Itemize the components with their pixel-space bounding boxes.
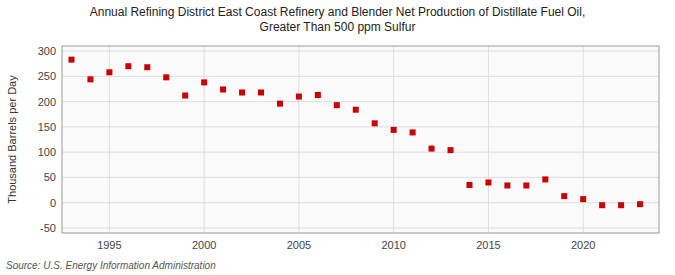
point: [277, 101, 283, 107]
point: [68, 57, 74, 63]
y-tick-label: 300: [38, 45, 56, 57]
y-tick-label: 250: [38, 70, 56, 82]
point: [448, 147, 454, 153]
x-grid-line: [488, 46, 489, 233]
plot-area: [62, 46, 659, 233]
y-grid-line: [62, 126, 659, 127]
point: [561, 193, 567, 199]
point: [201, 79, 207, 85]
point: [353, 107, 359, 113]
point: [410, 129, 416, 135]
point: [523, 182, 529, 188]
point: [637, 201, 643, 207]
point: [106, 69, 112, 75]
y-grid-line: [62, 227, 659, 228]
point: [239, 89, 245, 95]
point: [296, 94, 302, 100]
x-grid-line: [583, 46, 584, 233]
point: [125, 63, 131, 69]
y-grid-line: [62, 202, 659, 203]
point: [334, 102, 340, 108]
point: [466, 182, 472, 188]
y-tick-label: -50: [40, 222, 56, 234]
point: [258, 89, 264, 95]
point: [485, 179, 491, 185]
point: [580, 196, 586, 202]
x-tick-label: 2015: [476, 239, 500, 251]
point: [429, 146, 435, 152]
y-tick-label: 0: [50, 197, 56, 209]
point: [504, 182, 510, 188]
point: [542, 176, 548, 182]
x-grid-line: [204, 46, 205, 233]
y-axis-label: Thousand Barrels per Day: [6, 75, 18, 204]
point: [163, 74, 169, 80]
plot-frame: [62, 46, 659, 233]
x-tick-label: 2000: [192, 239, 216, 251]
point: [144, 64, 150, 70]
y-grid-line: [62, 101, 659, 102]
y-grid-line: [62, 51, 659, 52]
y-grid-line: [62, 152, 659, 153]
x-tick-label: 1995: [97, 239, 121, 251]
point: [87, 76, 93, 82]
x-grid-line: [393, 46, 394, 233]
point: [220, 86, 226, 92]
x-tick-label: 2010: [381, 239, 405, 251]
point: [182, 93, 188, 99]
title: Annual Refining District East Coast Refi…: [90, 5, 586, 34]
y-tick-label: 200: [38, 96, 56, 108]
point: [372, 120, 378, 126]
y-grid-line: [62, 76, 659, 77]
y-tick-label: 150: [38, 121, 56, 133]
point: [391, 127, 397, 133]
y-tick-label: 50: [44, 171, 56, 183]
x-grid-line: [298, 46, 299, 233]
source-note: Source: U.S. Energy Information Administ…: [6, 260, 216, 271]
points: [68, 57, 643, 209]
x-tick-label: 2005: [287, 239, 311, 251]
point: [618, 202, 624, 208]
grid: [62, 46, 659, 233]
y-grid-line: [62, 177, 659, 178]
y-tick-label: 100: [38, 146, 56, 158]
chart: -50 0 50 100 150 200 250 300 1995 2000 2005 2010 201…: [0, 0, 675, 275]
point: [315, 92, 321, 98]
x-tick-label: 2020: [571, 239, 595, 251]
point: [599, 202, 605, 208]
